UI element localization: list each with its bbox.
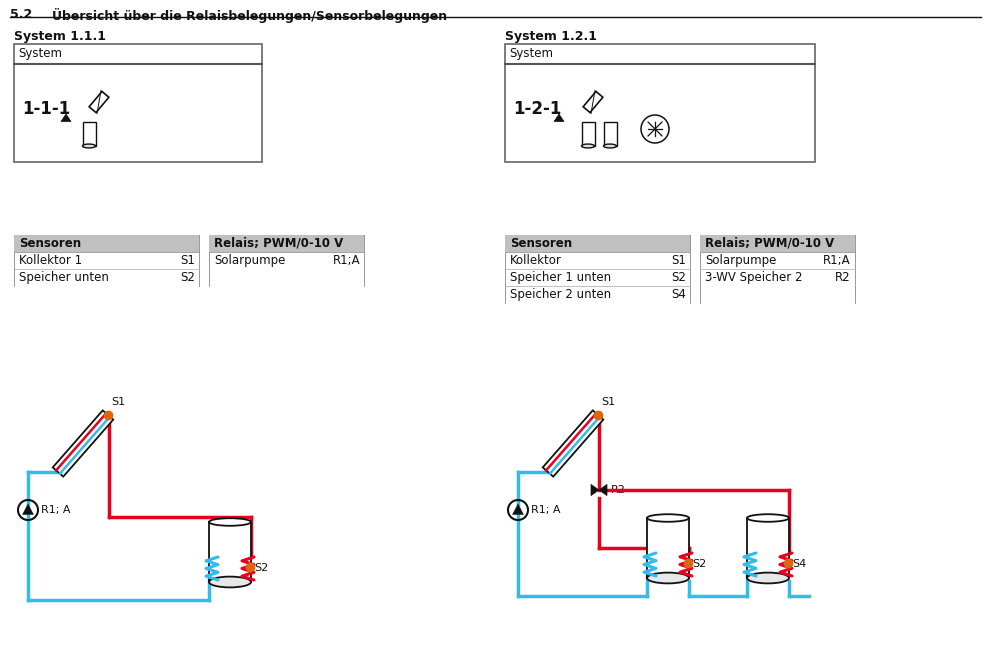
Text: S2: S2 bbox=[671, 271, 686, 284]
Text: R2: R2 bbox=[835, 271, 851, 284]
Text: System: System bbox=[18, 47, 62, 61]
Text: 1-1-1: 1-1-1 bbox=[22, 100, 70, 118]
Polygon shape bbox=[23, 504, 34, 514]
Ellipse shape bbox=[747, 572, 789, 584]
Polygon shape bbox=[53, 410, 113, 477]
Ellipse shape bbox=[209, 576, 251, 588]
Text: R1;A: R1;A bbox=[824, 254, 851, 267]
Bar bbox=[209, 235, 364, 252]
Text: S2: S2 bbox=[180, 271, 195, 284]
Text: System 1.2.1: System 1.2.1 bbox=[505, 30, 597, 43]
Bar bbox=[82, 122, 95, 146]
Polygon shape bbox=[512, 504, 523, 514]
Text: 5.2: 5.2 bbox=[10, 8, 33, 21]
Text: Speicher unten: Speicher unten bbox=[19, 271, 109, 284]
Text: Kollektor: Kollektor bbox=[510, 254, 562, 267]
Ellipse shape bbox=[582, 144, 595, 148]
Text: Kollektor 1: Kollektor 1 bbox=[19, 254, 82, 267]
Polygon shape bbox=[591, 484, 599, 496]
Text: S1: S1 bbox=[111, 397, 125, 407]
Text: Solarpumpe: Solarpumpe bbox=[705, 254, 776, 267]
Polygon shape bbox=[599, 484, 607, 496]
Ellipse shape bbox=[647, 514, 689, 522]
Ellipse shape bbox=[647, 572, 689, 584]
Text: System: System bbox=[509, 47, 553, 61]
Text: Übersicht über die Relaisbelegungen/Sensorbelegungen: Übersicht über die Relaisbelegungen/Sens… bbox=[52, 8, 447, 23]
Text: Sensoren: Sensoren bbox=[510, 237, 572, 250]
Polygon shape bbox=[554, 114, 564, 121]
Text: S4: S4 bbox=[792, 559, 807, 569]
Bar bbox=[505, 44, 815, 162]
Bar bbox=[582, 122, 595, 146]
Text: S1: S1 bbox=[180, 254, 195, 267]
Text: Speicher 1 unten: Speicher 1 unten bbox=[510, 271, 611, 284]
Ellipse shape bbox=[747, 514, 789, 522]
Bar bbox=[747, 518, 789, 578]
Text: Speicher 2 unten: Speicher 2 unten bbox=[510, 288, 611, 301]
Text: Sensoren: Sensoren bbox=[19, 237, 81, 250]
Text: S4: S4 bbox=[671, 288, 686, 301]
Ellipse shape bbox=[82, 144, 95, 148]
Ellipse shape bbox=[604, 144, 616, 148]
Bar bbox=[647, 518, 689, 578]
Text: Relais; PWM/0-10 V: Relais; PWM/0-10 V bbox=[214, 237, 343, 250]
Text: R1; A: R1; A bbox=[531, 505, 561, 515]
Text: R2: R2 bbox=[611, 485, 626, 495]
Text: S2: S2 bbox=[254, 563, 269, 573]
Bar bbox=[14, 44, 262, 162]
Text: Solarpumpe: Solarpumpe bbox=[214, 254, 285, 267]
Text: 3-WV Speicher 2: 3-WV Speicher 2 bbox=[705, 271, 803, 284]
Text: S1: S1 bbox=[671, 254, 686, 267]
Text: S2: S2 bbox=[692, 559, 707, 569]
Bar bbox=[209, 522, 251, 582]
Text: Relais; PWM/0-10 V: Relais; PWM/0-10 V bbox=[705, 237, 834, 250]
Text: 1-2-1: 1-2-1 bbox=[513, 100, 561, 118]
Bar bbox=[604, 122, 616, 146]
Bar bbox=[700, 235, 855, 252]
Bar bbox=[505, 235, 690, 252]
Text: System 1.1.1: System 1.1.1 bbox=[14, 30, 106, 43]
Polygon shape bbox=[61, 114, 71, 121]
Polygon shape bbox=[543, 410, 604, 477]
Text: S1: S1 bbox=[601, 397, 615, 407]
Text: R1;A: R1;A bbox=[332, 254, 360, 267]
Text: R1; A: R1; A bbox=[41, 505, 70, 515]
Ellipse shape bbox=[209, 518, 251, 526]
Bar bbox=[14, 235, 199, 252]
